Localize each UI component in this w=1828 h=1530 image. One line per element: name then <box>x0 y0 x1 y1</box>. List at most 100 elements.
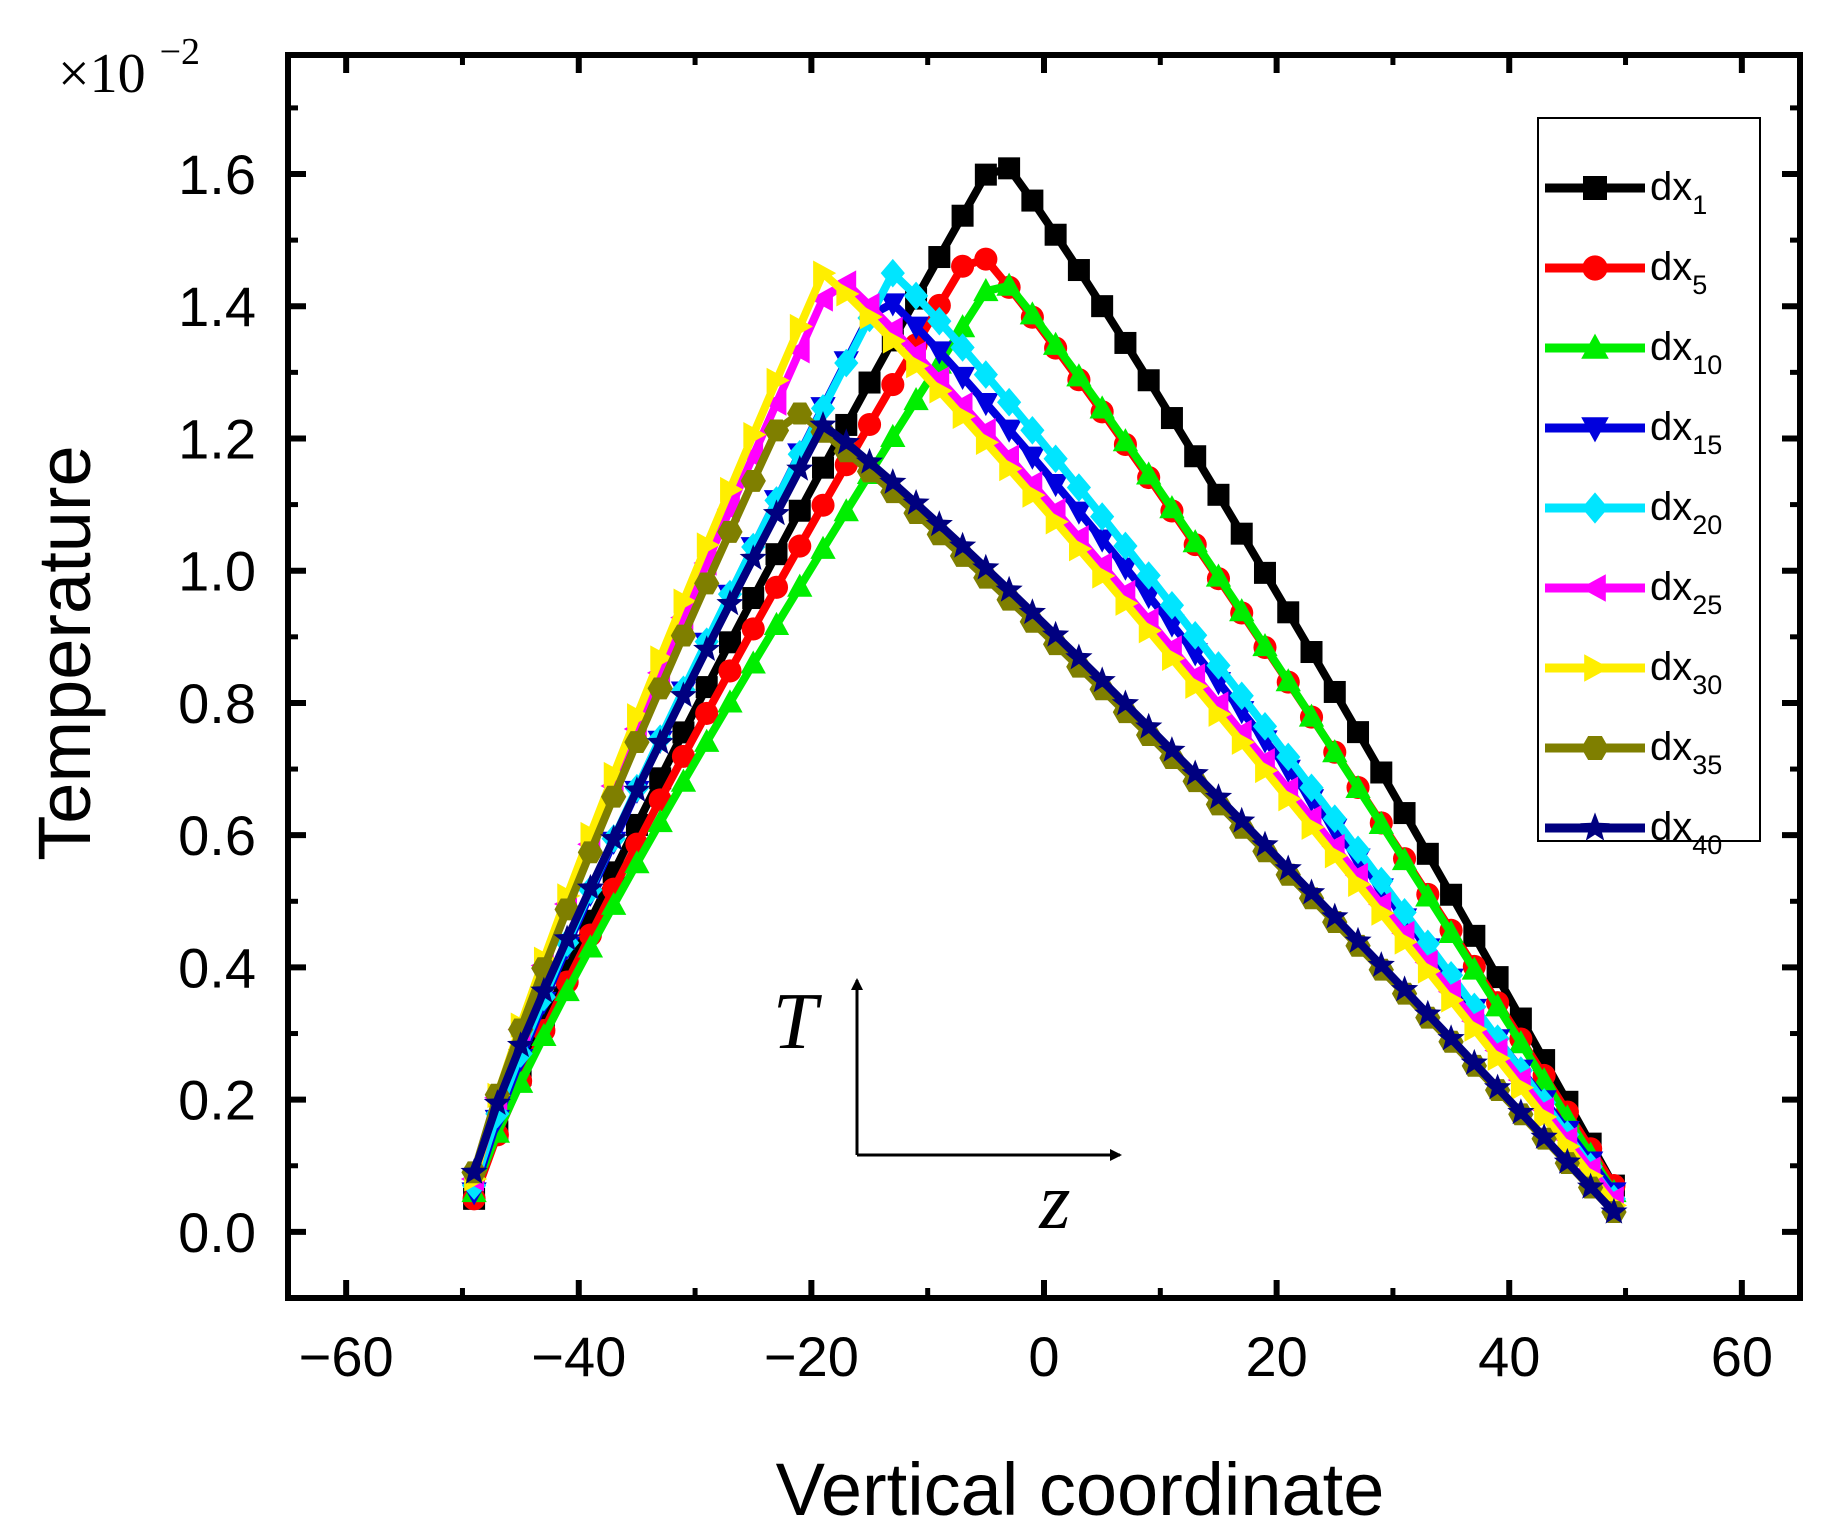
data-point <box>811 493 835 517</box>
data-point <box>1369 866 1394 896</box>
legend-item-dx35: dx35 <box>1545 725 1722 780</box>
data-point <box>857 412 882 437</box>
data-point <box>1463 924 1486 947</box>
legend-label-subscript: 1 <box>1692 190 1707 220</box>
data-point <box>763 419 790 442</box>
data-point <box>1322 739 1348 763</box>
data-point <box>833 498 859 522</box>
data-point <box>974 247 998 271</box>
data-point <box>742 587 765 610</box>
data-point <box>789 313 813 340</box>
data-point <box>601 891 627 915</box>
series-layer <box>460 157 1628 1224</box>
data-point <box>1136 461 1162 485</box>
y-tick-label: 1.0 <box>178 540 256 603</box>
data-point <box>1042 473 1069 498</box>
data-point <box>1508 1056 1533 1085</box>
data-point <box>1066 501 1092 525</box>
data-point <box>623 776 651 802</box>
data-point <box>1486 966 1509 989</box>
data-point <box>1208 701 1232 727</box>
data-point <box>858 371 881 394</box>
data-point <box>972 418 996 444</box>
data-point <box>1183 620 1208 650</box>
data-point <box>1348 871 1372 898</box>
data-point <box>903 281 929 311</box>
legend-label-base: dx <box>1650 725 1692 769</box>
legend-marker <box>1580 812 1610 841</box>
legend-label-subscript: 40 <box>1692 830 1722 860</box>
data-point <box>1370 761 1393 784</box>
data-point <box>973 277 999 302</box>
data-point <box>1252 712 1278 741</box>
inset-axes: T z <box>773 978 1122 1246</box>
data-point <box>1414 999 1442 1026</box>
data-point <box>577 841 604 864</box>
inset-y-label: T <box>773 978 823 1066</box>
legend-marker <box>1582 255 1608 281</box>
y-tick-label: 0.2 <box>178 1069 256 1132</box>
data-point <box>1301 814 1325 840</box>
data-point <box>1345 835 1371 865</box>
data-point <box>903 316 929 340</box>
y-multiplier: ×10 −2 <box>58 31 200 105</box>
data-point <box>1137 369 1160 392</box>
data-point <box>1019 446 1046 470</box>
data-point <box>925 510 953 537</box>
data-point <box>601 785 627 808</box>
data-point <box>1136 585 1162 610</box>
data-point <box>975 429 1000 455</box>
data-point <box>788 499 811 522</box>
legend-label: dx1 <box>1650 165 1707 220</box>
data-point <box>624 850 650 874</box>
legend-marker <box>1584 654 1610 682</box>
data-point <box>530 976 558 1003</box>
data-point <box>1184 445 1207 468</box>
data-point <box>880 258 905 288</box>
data-point <box>1159 590 1185 620</box>
data-point <box>1207 483 1230 506</box>
data-point <box>577 934 604 958</box>
data-point <box>1066 363 1092 387</box>
data-point <box>1464 1016 1488 1042</box>
data-point <box>670 768 697 792</box>
data-point <box>1391 847 1418 871</box>
data-point <box>1068 536 1093 562</box>
data-point <box>1159 614 1185 638</box>
data-point <box>531 1022 557 1047</box>
data-point <box>1021 189 1044 212</box>
y-multiplier-base: ×10 <box>58 43 146 105</box>
data-point <box>694 728 720 752</box>
data-point <box>717 520 743 543</box>
legend-label: dx20 <box>1650 485 1722 540</box>
data-point <box>950 333 975 362</box>
data-point <box>1371 900 1395 926</box>
data-point <box>952 403 976 430</box>
data-point <box>1440 883 1463 906</box>
data-point <box>580 821 604 848</box>
data-point <box>1160 407 1183 430</box>
data-point <box>740 443 764 469</box>
legend-item-dx10: dx10 <box>1545 325 1722 380</box>
data-point <box>1460 1048 1488 1075</box>
legend-box <box>1537 117 1761 842</box>
data-point <box>927 306 952 336</box>
data-point <box>1437 1024 1465 1051</box>
data-point <box>926 366 950 392</box>
data-point <box>1252 633 1278 657</box>
data-point <box>1394 929 1418 955</box>
data-point <box>1018 598 1046 625</box>
data-point <box>764 575 789 599</box>
data-point <box>1251 830 1279 857</box>
data-point <box>716 589 744 616</box>
data-point <box>483 1089 511 1115</box>
data-point <box>786 338 810 364</box>
data-point <box>1185 673 1209 699</box>
data-point <box>1113 531 1138 561</box>
data-point <box>740 650 766 674</box>
data-point <box>1531 1067 1557 1091</box>
data-point <box>1393 802 1416 825</box>
data-point <box>1368 810 1394 835</box>
data-point <box>1553 1147 1581 1174</box>
